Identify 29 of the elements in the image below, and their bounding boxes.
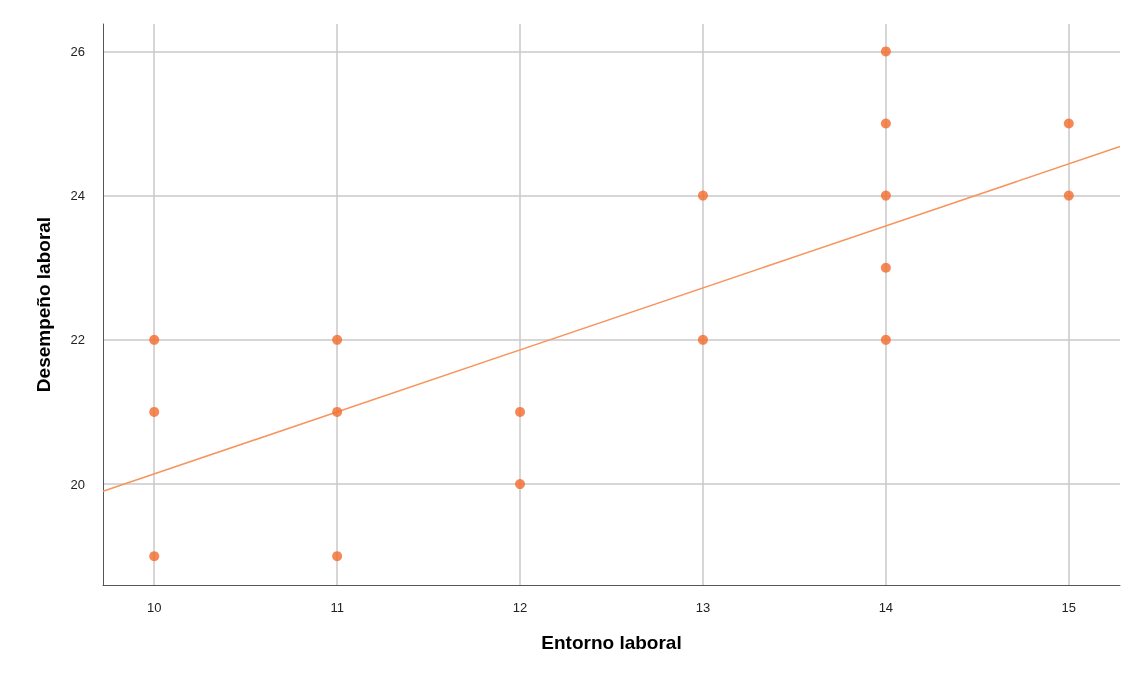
point [880,190,891,201]
x-tick-label: 14 [878,600,894,615]
point [1063,190,1074,201]
x-axis-title: Entorno laboral [541,632,682,653]
point [515,406,526,417]
point [332,334,343,345]
point [149,551,160,562]
y-tick-label: 22 [70,332,85,348]
point [332,551,343,562]
point [697,190,708,201]
y-tick-label: 26 [70,43,85,59]
x-tick-label: 10 [146,600,162,615]
point [880,46,891,57]
x-tick-label: 15 [1061,600,1077,615]
y-tick-label: 20 [70,476,85,492]
y-axis-title: Desempeño laboral [33,216,54,393]
x-tick-label: 12 [512,600,528,615]
point [880,118,891,129]
point [880,262,891,273]
point [697,334,708,345]
x-tick-label: 13 [695,600,711,615]
point [1063,118,1074,129]
point [149,334,160,345]
point [880,334,891,345]
point [149,406,160,417]
point [332,406,343,417]
point [515,479,526,490]
y-tick-label: 24 [70,188,85,204]
x-tick-label: 11 [330,600,344,615]
